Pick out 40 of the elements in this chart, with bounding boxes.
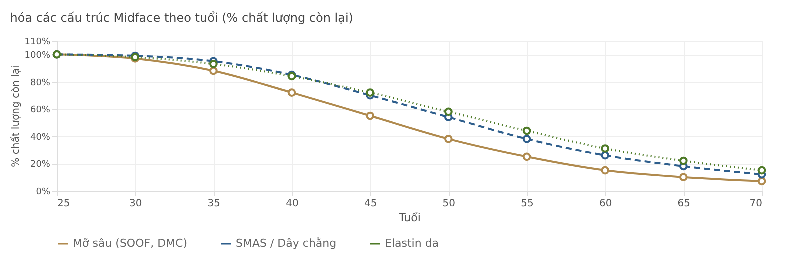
point <box>601 151 610 160</box>
y-tick-label: 20% <box>30 160 51 170</box>
point <box>210 60 218 68</box>
x-tick-label: 70 <box>750 198 762 210</box>
legend-label: Elastin da <box>385 237 440 250</box>
x-tick-label: 55 <box>521 198 534 210</box>
x-tick-label: 65 <box>678 198 691 210</box>
point <box>522 152 532 162</box>
x-tick-label: 30 <box>129 198 142 210</box>
point <box>366 112 374 120</box>
point <box>680 156 688 166</box>
x-tick-label: 25 <box>58 198 70 210</box>
point <box>444 108 453 116</box>
point <box>680 173 688 182</box>
x-tick-label: 60 <box>599 198 612 210</box>
x-axis-title: Tuổi <box>398 212 421 224</box>
point <box>601 144 610 153</box>
point <box>758 166 766 175</box>
y-axis-title: % chất lượng còn lại <box>10 66 22 168</box>
x-tick-label: 50 <box>442 198 456 210</box>
y-tick-label: 80% <box>30 78 51 88</box>
legend-label: SMAS / Dây chằng <box>236 237 337 250</box>
chart-title: hóa các cấu trúc Midface theo tuổi (% chất lượng còn lại) <box>10 11 354 25</box>
point <box>288 88 296 97</box>
point <box>522 126 532 136</box>
y-tick-label: 0% <box>36 188 51 198</box>
x-tick-label: 35 <box>208 198 221 210</box>
point <box>522 135 532 144</box>
point <box>758 177 766 186</box>
y-tick-label: 110% <box>24 38 51 48</box>
y-tick-label: 40% <box>30 132 51 143</box>
point <box>210 66 218 76</box>
legend-label: Mỡ sâu (SOOF, DMC) <box>73 237 188 250</box>
y-tick-label: 60% <box>30 106 51 116</box>
point <box>444 135 453 144</box>
y-tick-label: 100% <box>24 51 51 62</box>
x-tick-label: 45 <box>364 198 378 210</box>
point <box>366 88 374 97</box>
point <box>601 166 610 175</box>
x-tick-label: 40 <box>286 198 299 210</box>
